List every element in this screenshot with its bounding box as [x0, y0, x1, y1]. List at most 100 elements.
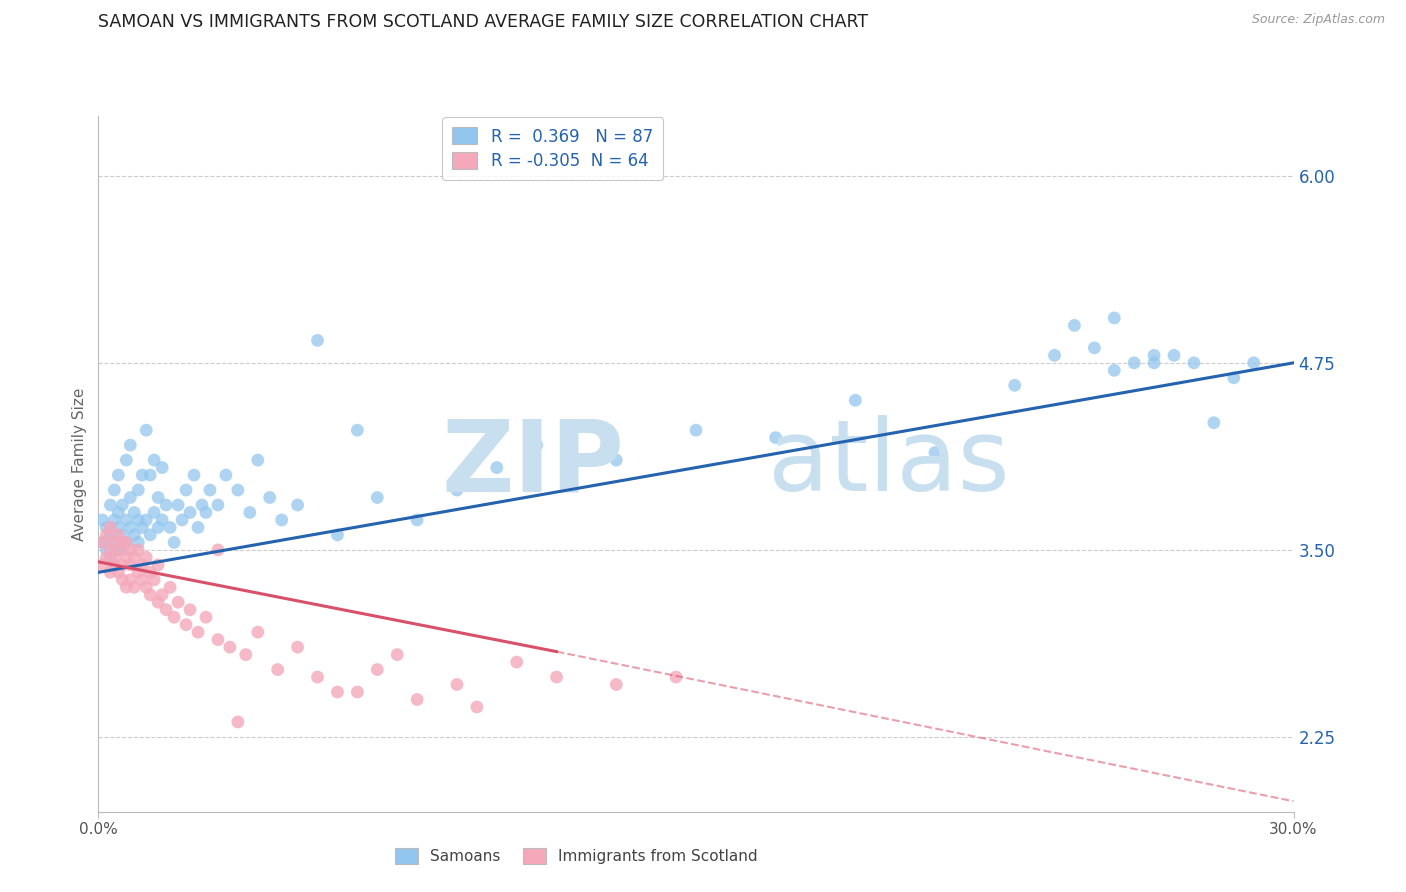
Point — [131, 468, 153, 483]
Point — [163, 535, 186, 549]
Point — [103, 483, 125, 497]
Point — [215, 468, 238, 483]
Point — [103, 513, 125, 527]
Point — [148, 520, 170, 534]
Point — [307, 670, 329, 684]
Point — [124, 580, 146, 594]
Point — [127, 513, 149, 527]
Point — [163, 610, 186, 624]
Point — [191, 498, 214, 512]
Point — [103, 535, 125, 549]
Point — [111, 498, 134, 512]
Point — [1004, 378, 1026, 392]
Point — [131, 558, 153, 572]
Point — [124, 506, 146, 520]
Point — [346, 423, 368, 437]
Point — [167, 595, 190, 609]
Point — [100, 542, 122, 557]
Point — [100, 520, 122, 534]
Point — [120, 438, 142, 452]
Point — [605, 453, 627, 467]
Point — [111, 542, 134, 557]
Point — [187, 520, 209, 534]
Point — [111, 558, 134, 572]
Point — [107, 528, 129, 542]
Point — [207, 542, 229, 557]
Point — [246, 453, 269, 467]
Point — [1243, 356, 1265, 370]
Point — [155, 498, 177, 512]
Point — [115, 535, 138, 549]
Point — [103, 535, 125, 549]
Point — [115, 535, 138, 549]
Point — [1123, 356, 1146, 370]
Point — [485, 460, 508, 475]
Point — [131, 573, 153, 587]
Point — [259, 491, 281, 505]
Point — [100, 566, 122, 580]
Point — [246, 625, 269, 640]
Point — [96, 542, 118, 557]
Point — [131, 520, 153, 534]
Point — [139, 566, 162, 580]
Point — [1202, 416, 1225, 430]
Text: SAMOAN VS IMMIGRANTS FROM SCOTLAND AVERAGE FAMILY SIZE CORRELATION CHART: SAMOAN VS IMMIGRANTS FROM SCOTLAND AVERA… — [98, 13, 869, 31]
Point — [150, 513, 173, 527]
Point — [124, 550, 146, 565]
Point — [150, 588, 173, 602]
Point — [107, 506, 129, 520]
Point — [174, 617, 197, 632]
Point — [1163, 348, 1185, 362]
Point — [1102, 363, 1125, 377]
Point — [100, 528, 122, 542]
Point — [115, 453, 138, 467]
Point — [183, 468, 205, 483]
Point — [135, 550, 157, 565]
Point — [1043, 348, 1066, 362]
Point — [366, 491, 388, 505]
Point — [924, 445, 946, 459]
Point — [91, 558, 114, 572]
Point — [526, 438, 548, 452]
Point — [446, 483, 468, 497]
Point — [148, 491, 170, 505]
Point — [844, 393, 866, 408]
Point — [120, 558, 142, 572]
Point — [267, 663, 290, 677]
Point — [1063, 318, 1085, 333]
Point — [107, 520, 129, 534]
Point — [605, 677, 627, 691]
Point — [91, 535, 114, 549]
Point — [1083, 341, 1105, 355]
Point — [96, 550, 118, 565]
Point — [100, 550, 122, 565]
Point — [406, 513, 429, 527]
Point — [96, 520, 118, 534]
Point — [111, 573, 134, 587]
Point — [107, 542, 129, 557]
Point — [139, 468, 162, 483]
Point — [1182, 356, 1205, 370]
Point — [665, 670, 688, 684]
Point — [346, 685, 368, 699]
Point — [159, 580, 181, 594]
Point — [120, 542, 142, 557]
Point — [326, 528, 349, 542]
Text: ZIP: ZIP — [441, 416, 624, 512]
Point — [135, 580, 157, 594]
Point — [207, 632, 229, 647]
Point — [127, 535, 149, 549]
Y-axis label: Average Family Size: Average Family Size — [72, 387, 87, 541]
Point — [124, 528, 146, 542]
Point — [120, 520, 142, 534]
Point — [446, 677, 468, 691]
Point — [96, 528, 118, 542]
Point — [143, 506, 166, 520]
Point — [107, 468, 129, 483]
Point — [287, 498, 309, 512]
Point — [406, 692, 429, 706]
Point — [235, 648, 257, 662]
Point — [135, 513, 157, 527]
Point — [270, 513, 292, 527]
Point — [111, 535, 134, 549]
